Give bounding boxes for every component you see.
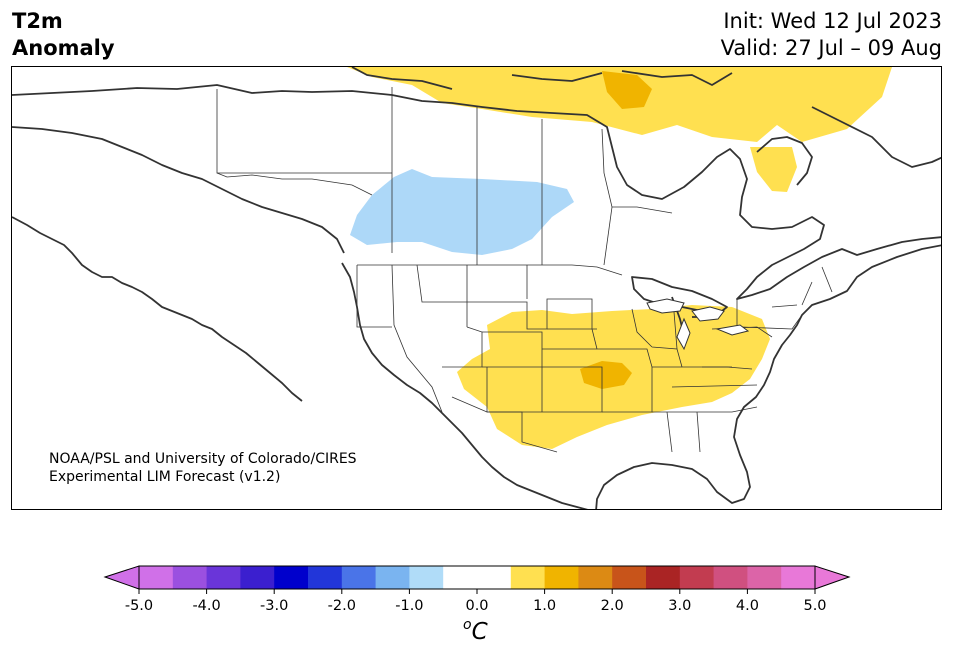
colorbar-segment — [409, 566, 444, 589]
colorbar-segment — [308, 566, 343, 589]
colorbar-tick-label: -2.0 — [327, 598, 356, 614]
colorbar-segment — [443, 566, 478, 589]
map-title: T2m Anomaly — [12, 8, 115, 62]
colorbar-segment — [578, 566, 613, 589]
colorbar-segment — [510, 566, 546, 589]
unit-degree: o — [463, 617, 472, 633]
valid-dates: Valid: 27 Jul – 09 Aug — [720, 36, 942, 60]
colorbar-segment — [240, 566, 275, 589]
anomaly-quebec-warm — [750, 147, 797, 192]
colorbar-unit: oC — [463, 617, 488, 645]
colorbar-tick-label: 5.0 — [803, 598, 827, 614]
north-america-map — [12, 67, 941, 509]
credit-line-1: NOAA/PSL and University of Colorado/CIRE… — [49, 451, 357, 467]
colorbar-ticks — [138, 589, 816, 594]
great-lakes — [646, 298, 750, 351]
colorbar-under-arrow — [103, 565, 140, 590]
colorbar — [103, 565, 851, 594]
colorbar-segment — [477, 566, 512, 589]
colorbar-segment — [375, 566, 410, 589]
colorbar-segments — [139, 566, 816, 589]
anomaly-ok-warm — [580, 361, 632, 389]
colorbar-segment — [713, 566, 748, 589]
colorbar-segment — [341, 566, 377, 589]
forecast-dates: Init: Wed 12 Jul 2023 Valid: 27 Jul – 09… — [721, 8, 942, 62]
colorbar-segment — [206, 566, 241, 589]
map-panel: NOAA/PSL and University of Colorado/CIRE… — [11, 66, 942, 510]
init-date: Init: Wed 12 Jul 2023 — [723, 9, 942, 33]
colorbar-segment — [544, 566, 579, 589]
colorbar-tick-label: 2.0 — [600, 598, 624, 614]
title-line-1: T2m — [12, 9, 63, 33]
colorbar-tick-label: 3.0 — [668, 598, 692, 614]
colorbar-tick-label: 1.0 — [533, 598, 557, 614]
unit-letter: C — [471, 619, 488, 645]
colorbar-segment — [646, 566, 681, 589]
colorbar-segment — [612, 566, 647, 589]
colorbar-segment — [274, 566, 309, 589]
colorbar-segment — [781, 566, 816, 589]
colorbar-tick-label: 4.0 — [735, 598, 759, 614]
anomaly-shading — [347, 67, 892, 449]
title-line-2: Anomaly — [12, 36, 115, 60]
colorbar-segment — [747, 566, 782, 589]
colorbar-tick-label: -4.0 — [192, 598, 221, 614]
political-borders — [216, 87, 833, 453]
colorbar-tick-label: -5.0 — [124, 598, 154, 614]
colorbar-segment — [172, 566, 208, 589]
colorbar-tick-label: -3.0 — [260, 598, 289, 614]
forecast-credit: NOAA/PSL and University of Colorado/CIRE… — [49, 450, 357, 486]
anomaly-prairie-cool — [350, 169, 574, 255]
colorbar-segment — [139, 566, 174, 589]
anomaly-foxe-warm — [602, 71, 652, 109]
credit-line-2: Experimental LIM Forecast (v1.2) — [49, 469, 281, 485]
colorbar-tick-label: -1.0 — [395, 598, 424, 614]
colorbar-tick-label: 0.0 — [465, 598, 489, 614]
colorbar-over-arrow — [814, 565, 851, 590]
colorbar-segment — [679, 566, 715, 589]
